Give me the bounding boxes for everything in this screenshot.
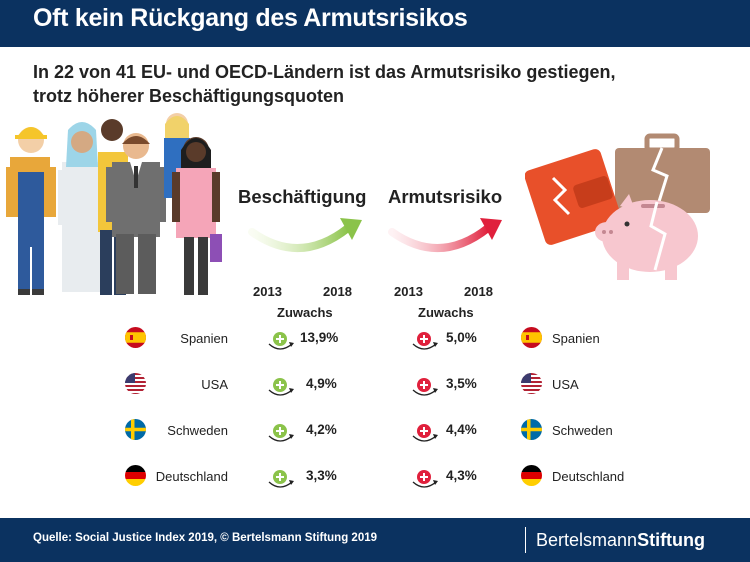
country-left-usa: USA [201,377,228,392]
country-right-germany: Deutschland [552,469,625,484]
broken-piggy-bank-icon [595,194,698,280]
worker-woman-figure [172,137,222,295]
broken-wallet-icon [525,149,622,245]
employment-year-end: 2018 [323,284,352,299]
employment-year-start: 2013 [253,284,282,299]
poverty-value-spain: 5,0% [446,330,477,345]
spain-flag-icon [521,327,542,348]
poverty-value-sweden: 4,4% [446,422,477,437]
germany-flag-icon [521,465,542,486]
poverty-change-label: Zuwachs [418,305,474,320]
employment-plus-icon [268,378,294,396]
poverty-year-end: 2018 [464,284,493,299]
broken-briefcase-icon [615,133,710,213]
source-note: Quelle: Social Justice Index 2019, © Ber… [33,532,378,544]
employment-value-sweden: 4,2% [306,422,337,437]
title-bar: Oft kein Rückgang des Armutsrisikos [0,0,750,47]
sweden-flag-icon [521,419,542,440]
worker-doctor-figure [58,122,106,292]
logo-part-2: Stiftung [637,530,706,550]
poverty-plus-icon [412,332,438,350]
employment-label: Beschäftigung [238,186,367,207]
page-title: Oft kein Rückgang des Armutsrisikos [33,4,468,32]
poverty-value-usa: 3,5% [446,376,477,391]
workers-illustration [6,113,222,295]
bertelsmann-logo: BertelsmannStiftung [525,527,705,553]
poverty-year-start: 2013 [394,284,423,299]
subtitle-line-2: trotz höherer Beschäftigungsquoten [33,86,345,106]
country-right-usa: USA [552,377,579,392]
country-left-germany: Deutschland [155,469,228,484]
employment-value-usa: 4,9% [306,376,337,391]
country-left-spain: Spanien [180,331,228,346]
poverty-value-germany: 4,3% [446,468,477,483]
footer-bar: Quelle: Social Justice Index 2019, © Ber… [0,518,750,562]
germany-flag-icon [125,465,146,486]
poverty-arrow-icon [388,218,502,253]
usa-flag-icon [125,373,146,394]
sweden-flag-icon [125,419,146,440]
poverty-plus-icon [412,424,438,442]
broken-savings-illustration [525,133,710,280]
poverty-plus-icon [412,378,438,396]
employment-value-germany: 3,3% [306,468,337,483]
worker-construction-figure [6,127,56,295]
employment-arrow-icon [248,218,362,253]
employment-plus-icon [268,424,294,442]
employment-plus-icon [268,332,294,350]
employment-value-spain: 13,9% [300,330,339,345]
country-left-sweden: Schweden [167,423,228,438]
employment-change-label: Zuwachs [277,305,333,320]
poverty-label: Armutsrisiko [388,186,503,207]
employment-plus-icon [268,470,294,488]
country-right-sweden: Schweden [552,423,613,438]
subtitle: In 22 von 41 EU- und OECD-Ländern ist da… [33,60,733,108]
logo-part-1: Bertelsmann [536,530,638,550]
spain-flag-icon [125,327,146,348]
subtitle-line-1: In 22 von 41 EU- und OECD-Ländern ist da… [33,62,616,82]
poverty-plus-icon [412,470,438,488]
country-right-spain: Spanien [552,331,600,346]
worker-businessman-figure [106,133,166,294]
usa-flag-icon [521,373,542,394]
